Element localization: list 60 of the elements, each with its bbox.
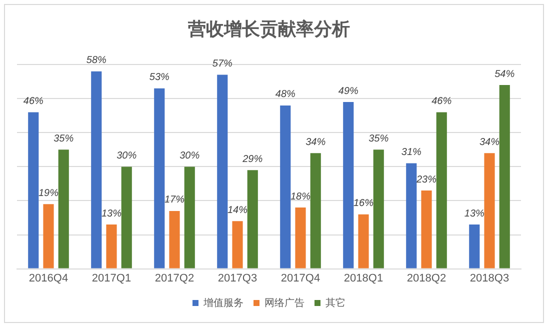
bar (217, 74, 228, 268)
x-tick-label: 2017Q1 (92, 272, 132, 284)
data-label: 13% (464, 208, 484, 220)
data-label: 18% (290, 191, 311, 202)
data-label: 48% (275, 89, 296, 100)
data-label: 14% (227, 204, 248, 216)
x-tick-label: 2017Q3 (218, 272, 258, 284)
bar (343, 102, 354, 268)
bar (469, 224, 480, 268)
data-label: 57% (212, 58, 232, 70)
data-label: 53% (149, 72, 170, 84)
bar (436, 112, 447, 268)
bar (58, 150, 69, 268)
bar (232, 221, 243, 268)
data-label: 29% (242, 154, 263, 165)
bar (43, 204, 54, 268)
bar (121, 166, 132, 268)
bar (91, 71, 102, 268)
bar (421, 190, 432, 268)
data-label: 54% (494, 68, 515, 80)
x-tick-label: 2017Q2 (154, 272, 194, 284)
bar (280, 105, 291, 268)
bar (295, 208, 306, 268)
bar (484, 153, 495, 268)
legend-label: 增值服务 (202, 296, 244, 309)
data-label: 19% (38, 188, 59, 199)
data-label: 17% (164, 194, 185, 206)
data-label: 34% (306, 136, 326, 148)
bar (28, 112, 39, 268)
legend-label: 网络广告 (264, 296, 304, 309)
data-label: 46% (432, 96, 452, 108)
x-tick-label: 2016Q4 (28, 272, 68, 284)
bar (106, 224, 117, 268)
x-tick-label: 2018Q1 (344, 272, 384, 284)
data-label: 16% (353, 198, 374, 210)
x-tick-label: 2018Q3 (470, 272, 510, 284)
bar (373, 150, 384, 268)
bar (169, 210, 180, 268)
bar (499, 85, 510, 268)
bar (310, 153, 321, 268)
data-label: 35% (54, 133, 74, 144)
legend-label: 其它 (326, 296, 346, 309)
data-label: 30% (116, 150, 137, 162)
x-tick-label: 2017Q4 (280, 272, 320, 284)
data-label: 23% (415, 174, 437, 186)
data-label: 58% (86, 55, 106, 66)
data-label: 49% (338, 86, 358, 97)
bar (358, 214, 369, 268)
data-label: 31% (401, 147, 422, 158)
data-label: 34% (479, 136, 500, 148)
bar (184, 166, 195, 268)
data-label: 13% (101, 208, 122, 220)
bar (406, 163, 417, 268)
bar (247, 170, 258, 268)
data-label: 46% (23, 96, 44, 108)
x-tick-label: 2018Q2 (406, 272, 446, 284)
chart-title: 营收增长贡献率分析 (187, 18, 350, 39)
data-label: 35% (368, 133, 389, 144)
data-label: 30% (180, 150, 200, 162)
bar (154, 88, 165, 268)
